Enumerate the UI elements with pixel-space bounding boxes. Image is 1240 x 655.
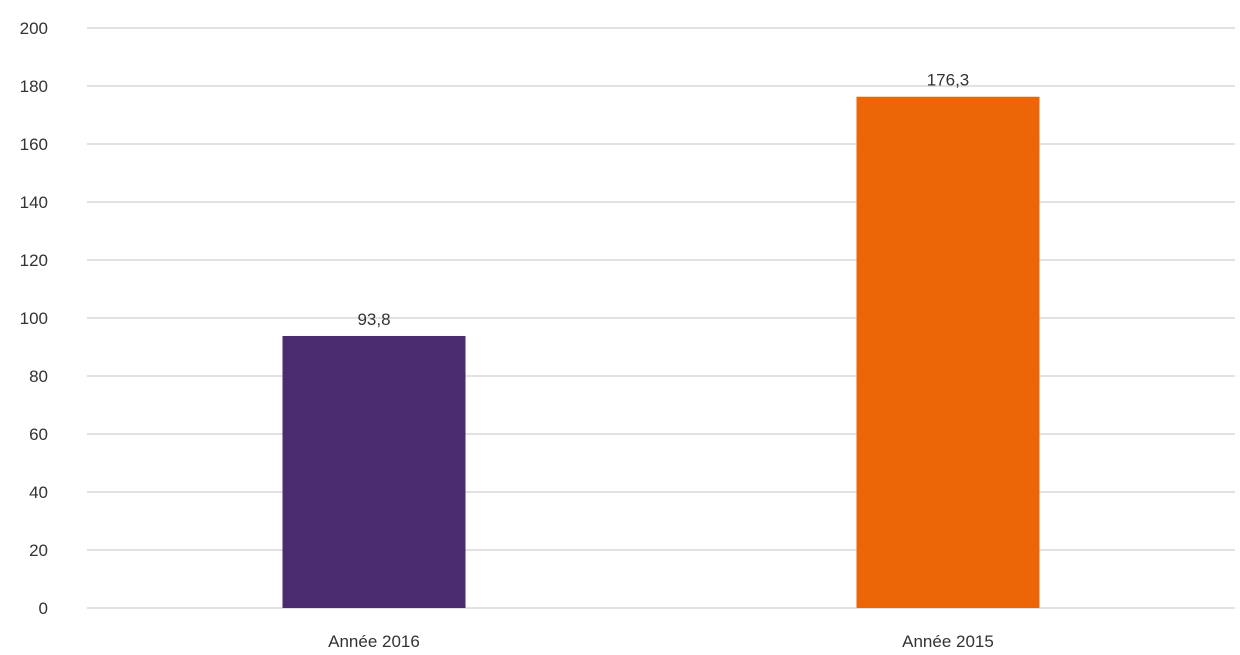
y-tick-label: 60 bbox=[29, 425, 48, 444]
data-label: 93,8 bbox=[357, 310, 390, 329]
gridlines bbox=[87, 27, 1235, 609]
bar bbox=[856, 96, 1040, 608]
y-tick-label: 160 bbox=[20, 135, 48, 154]
y-tick-label: 20 bbox=[29, 541, 48, 560]
bars bbox=[282, 96, 1040, 608]
y-tick-label: 80 bbox=[29, 367, 48, 386]
y-tick-label: 120 bbox=[20, 251, 48, 270]
x-category-label: Année 2015 bbox=[902, 632, 994, 651]
x-category-label: Année 2016 bbox=[328, 632, 420, 651]
y-tick-label: 100 bbox=[20, 309, 48, 328]
y-tick-label: 140 bbox=[20, 193, 48, 212]
y-tick-label: 40 bbox=[29, 483, 48, 502]
x-axis-category-labels: Année 2016 Année 2015 bbox=[328, 632, 994, 651]
bar bbox=[282, 335, 466, 608]
y-tick-label: 200 bbox=[20, 19, 48, 38]
data-labels: 93,8 176,3 bbox=[357, 71, 969, 329]
y-tick-label: 0 bbox=[39, 599, 48, 618]
y-tick-label: 180 bbox=[20, 77, 48, 96]
y-axis-tick-labels: 0 20 40 60 80 100 120 140 160 180 200 bbox=[20, 19, 48, 618]
data-label: 176,3 bbox=[927, 71, 970, 90]
